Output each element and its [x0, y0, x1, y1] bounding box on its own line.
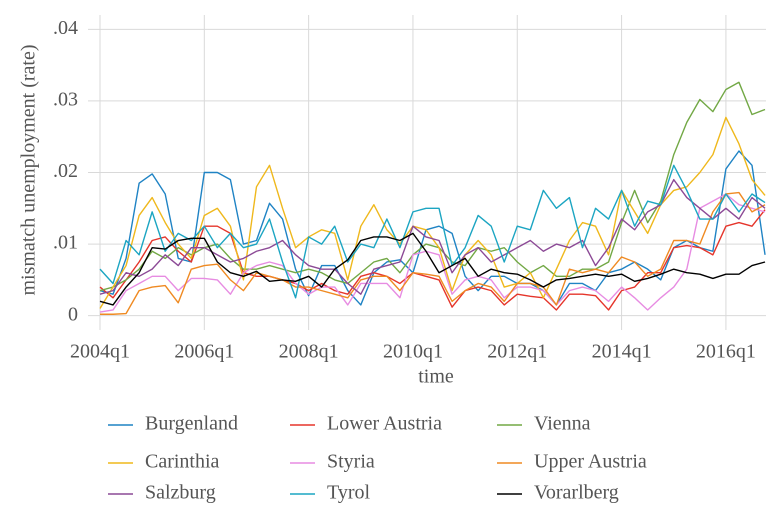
y-tick-label: .02	[53, 160, 78, 182]
x-tick-label: 2012q1	[487, 341, 547, 363]
x-tick-label: 2004q1	[70, 341, 130, 363]
x-tick-label: 2006q1	[174, 341, 234, 363]
series-line	[99, 232, 766, 306]
series-line	[100, 191, 766, 315]
legend-label: Lower Austria	[327, 413, 442, 435]
x-axis-title: time	[418, 366, 454, 388]
series-line	[99, 164, 766, 299]
legend-label: Burgenland	[145, 413, 238, 435]
y-tick-label: .03	[53, 89, 78, 111]
series-line	[99, 116, 766, 309]
legend-label: Tyrol	[327, 482, 370, 504]
legend-label: Carinthia	[145, 451, 220, 473]
y-tick-label: .04	[53, 17, 78, 39]
y-tick-label: .01	[53, 232, 78, 254]
x-tick-label: 2010q1	[383, 341, 443, 363]
legend-label: Styria	[327, 451, 375, 473]
y-axis-title: mismatch unemployment (rate)	[18, 44, 40, 295]
legend-label: Vienna	[534, 413, 591, 435]
x-tick-label: 2014q1	[592, 341, 652, 363]
series-line	[99, 150, 766, 306]
legend-label: Vorarlberg	[534, 482, 619, 504]
series-line	[99, 193, 766, 313]
legend-label: Salzburg	[145, 482, 216, 504]
legend-label: Upper Austria	[534, 451, 647, 473]
y-tick-label: 0	[68, 303, 78, 325]
x-tick-label: 2008q1	[279, 341, 339, 363]
series-line	[99, 81, 766, 292]
x-tick-label: 2016q1	[696, 341, 756, 363]
